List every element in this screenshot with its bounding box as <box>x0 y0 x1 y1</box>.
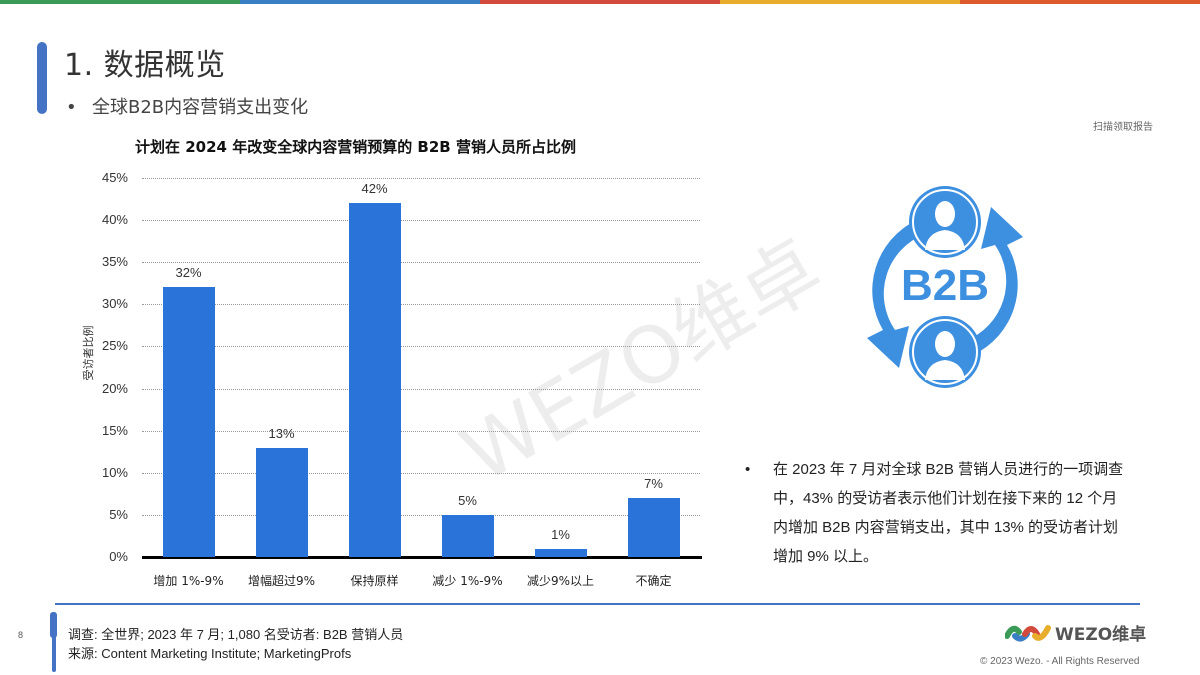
bar <box>348 203 401 557</box>
y-tick-label: 45% <box>101 170 128 185</box>
subtitle-text: 全球B2B内容营销支出变化 <box>92 97 309 118</box>
bar-value-label: 1% <box>551 526 570 542</box>
y-tick-label: 15% <box>101 422 128 438</box>
x-category-label: 增加 1%-9% <box>153 574 224 588</box>
footer-accent-bar <box>50 612 57 638</box>
x-category-label: 不确定 <box>635 574 672 588</box>
x-category-label: 减少9%以上 <box>526 574 595 588</box>
bar-value-label: 42% <box>361 181 388 197</box>
bar-value-label: 32% <box>175 265 202 281</box>
x-category-label: 增幅超过9% <box>247 574 316 588</box>
color-segment-orange <box>960 0 1200 4</box>
y-tick-label: 25% <box>101 338 128 354</box>
page-number: 8 <box>18 630 24 640</box>
bar-chart: 受访者比例 0% 5% 10% 15% 20% 25% 30% 35% 40% 45% 32% 增加 … <box>82 170 702 588</box>
gridline <box>142 472 700 474</box>
bar-value-label: 5% <box>458 492 477 508</box>
gridline <box>142 304 700 306</box>
gridline <box>142 388 700 390</box>
color-segment-yellow <box>720 0 960 4</box>
y-tick-label: 10% <box>101 464 128 480</box>
bar <box>162 287 215 557</box>
y-tick-label: 35% <box>101 254 128 270</box>
x-axis-line <box>142 556 702 559</box>
gridline <box>142 430 700 432</box>
y-tick-label: 40% <box>101 212 128 228</box>
bullet-icon: • <box>66 97 77 118</box>
top-color-bar <box>0 0 1200 4</box>
b2b-exchange-icon: B2B <box>867 186 1023 388</box>
bar <box>534 548 587 557</box>
wezo-logo: WEZO维卓 <box>1005 620 1146 645</box>
gridline <box>142 346 700 348</box>
bar <box>441 514 494 557</box>
bar <box>255 447 308 557</box>
gridline <box>142 178 700 179</box>
bullet-icon: • <box>745 461 751 478</box>
scan-report-label: 扫描领取报告 <box>1093 122 1153 133</box>
chart-title: 计划在 2024 年改变全球内容营销预算的 B2B 营销人员所占比例 <box>135 138 576 156</box>
y-tick-label: 5% <box>109 506 128 522</box>
summary-text: 在 2023 年 7 月对全球 B2B 营销人员进行的一项调查中，43% 的受访… <box>773 461 1124 565</box>
y-tick-label: 20% <box>101 380 128 396</box>
b2b-label: B2B <box>901 261 989 310</box>
color-segment-red <box>480 0 720 4</box>
page-title: 1. 数据概览 <box>64 48 226 83</box>
copyright: © 2023 Wezo. - All Rights Reserved <box>980 656 1140 667</box>
color-segment-green <box>0 0 240 4</box>
x-category-label: 减少 1%-9% <box>432 574 503 588</box>
bar-value-label: 13% <box>268 425 295 441</box>
footer-accent-line <box>52 612 56 672</box>
bar-value-label: 7% <box>644 476 663 492</box>
gridline <box>142 220 700 222</box>
y-tick-label: 0% <box>109 549 128 564</box>
source-note: 来源: Content Marketing Institute; Marketi… <box>68 646 352 661</box>
color-segment-blue <box>240 0 480 4</box>
footer-divider <box>55 603 1140 605</box>
x-category-label: 保持原样 <box>350 574 399 588</box>
survey-note: 调查: 全世界; 2023 年 7 月; 1,080 名受访者: B2B 营销人… <box>68 627 404 642</box>
section-subtitle: • 全球B2B内容营销支出变化 <box>66 93 308 119</box>
title-accent-bar <box>37 42 47 114</box>
gridline <box>142 514 700 516</box>
gridline <box>142 262 700 264</box>
summary-paragraph: • 在 2023 年 7 月对全球 B2B 营销人员进行的一项调查中，43% 的… <box>745 455 1130 571</box>
wezo-logo-icon <box>1005 624 1051 642</box>
y-tick-label: 30% <box>101 296 128 312</box>
logo-text: WEZO维卓 <box>1055 625 1147 645</box>
bar <box>627 498 680 557</box>
